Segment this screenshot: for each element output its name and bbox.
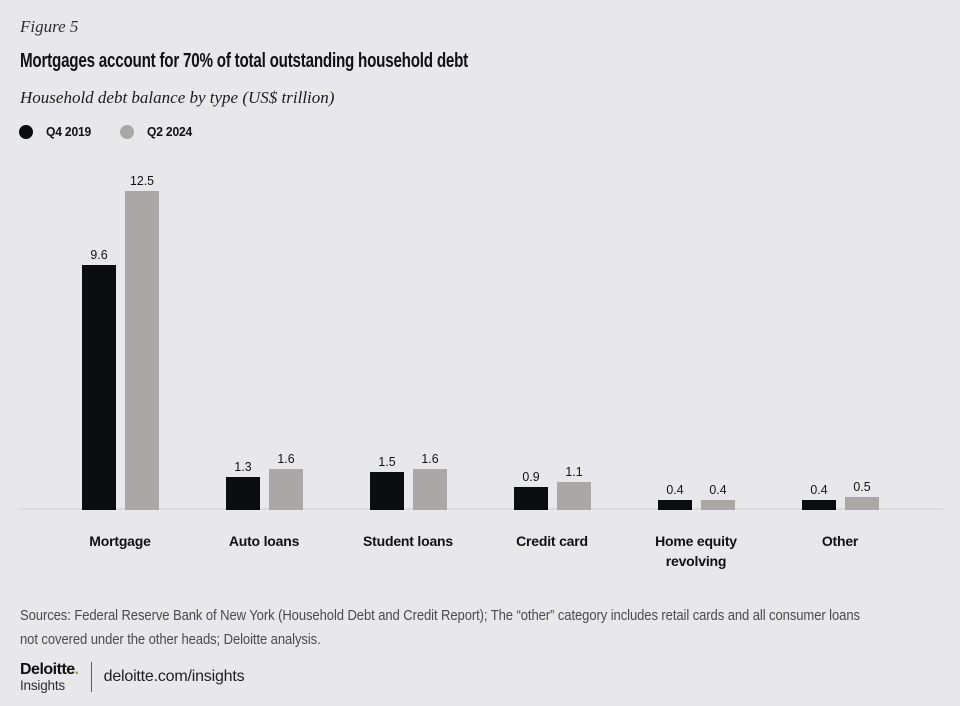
bar-group-credit-card: 0.9 1.1 — [513, 0, 591, 510]
x-axis-baseline — [18, 508, 943, 510]
bar-value-label-q2-2024-credit-card: 1.1 — [564, 464, 583, 479]
figure-number: Figure 5 — [20, 17, 79, 36]
deloitte-url-link[interactable]: deloitte.com/insights — [103, 668, 245, 685]
legend-item-q2-2024: Q2 2024 — [120, 124, 195, 139]
bar-group-other: 0.4 0.5 — [801, 0, 879, 510]
category-label-home-equity-revolving: Home equity revolving — [655, 533, 737, 569]
insights-wordmark: Insights — [20, 678, 65, 693]
legend-label-q2-2024: Q2 2024 — [147, 124, 193, 139]
brand-divider — [90, 662, 92, 692]
bar-q4-2019-student-loans: 1.5 — [369, 454, 404, 510]
sources-line-2: not covered under the other heads; Deloi… — [20, 632, 321, 648]
bar-group-mortgage: 9.6 12.5 — [81, 0, 159, 510]
bar-group-student-loans: 1.5 1.6 — [369, 0, 447, 510]
category-label-student-loans: Student loans — [363, 533, 453, 549]
bar-q4-2019-other: 0.4 — [801, 482, 836, 510]
bar-value-label-q2-2024-home-equity-revolving: 0.4 — [708, 482, 727, 497]
category-label-auto-loans: Auto loans — [228, 533, 300, 549]
bar-q2-2024-credit-card: 1.1 — [556, 464, 591, 510]
bar-value-label-q4-2019-home-equity-revolving: 0.4 — [665, 482, 684, 497]
bar-value-label-q2-2024-student-loans: 1.6 — [420, 451, 439, 466]
legend-swatch-q2-2024-icon — [120, 124, 135, 139]
bar-q4-2019-credit-card: 0.9 — [513, 469, 548, 510]
chart-legend: Q4 2019 Q2 2024 — [19, 124, 196, 139]
bar-q2-2024-auto-loans: 1.6 — [268, 451, 303, 510]
bar-group-auto-loans: 1.3 1.6 — [225, 0, 303, 510]
deloitte-insights-logo: Deloitte. Insights — [20, 661, 79, 693]
bar-value-label-q2-2024-auto-loans: 1.6 — [276, 451, 295, 466]
bar-q4-2019-auto-loans: 1.3 — [225, 459, 260, 510]
bar-value-label-q4-2019-auto-loans: 1.3 — [233, 459, 252, 474]
bar-q2-2024-mortgage: 12.5 — [124, 173, 159, 510]
bar-q2-2024-student-loans: 1.6 — [412, 451, 447, 510]
legend-item-q4-2019: Q4 2019 — [19, 124, 94, 139]
chart-subtitle: Household debt balance by type (US$ tril… — [20, 88, 335, 107]
bar-q2-2024-other: 0.5 — [844, 479, 879, 510]
bar-value-label-q2-2024-other: 0.5 — [852, 479, 871, 494]
bar-q2-2024-home-equity-revolving: 0.4 — [700, 482, 735, 510]
bar-group-home-equity-revolving: 0.4 0.4 — [657, 0, 735, 510]
sources-note: Sources: Federal Reserve Bank of New Yor… — [20, 604, 860, 652]
chart-title: Mortgages account for 70% of total outst… — [20, 50, 469, 72]
category-label-other: Other — [821, 533, 859, 549]
bar-value-label-q2-2024-mortgage: 12.5 — [129, 173, 154, 188]
legend-swatch-q4-2019-icon — [19, 124, 33, 139]
bar-value-label-q4-2019-credit-card: 0.9 — [521, 469, 540, 484]
sources-line-1: Sources: Federal Reserve Bank of New Yor… — [20, 608, 860, 624]
bar-q4-2019-home-equity-revolving: 0.4 — [657, 482, 692, 510]
bar-value-label-q4-2019-mortgage: 9.6 — [89, 247, 108, 262]
deloitte-green-dot-icon: . — [74, 661, 79, 678]
legend-label-q4-2019: Q4 2019 — [46, 124, 92, 139]
bar-q4-2019-mortgage: 9.6 — [81, 247, 116, 510]
deloitte-wordmark: Deloitte. — [20, 661, 79, 678]
bar-value-label-q4-2019-other: 0.4 — [809, 482, 828, 497]
bar-value-label-q4-2019-student-loans: 1.5 — [377, 454, 396, 469]
category-label-mortgage: Mortgage — [89, 533, 151, 549]
footer-brand: Deloitte. Insights deloitte.com/insights — [20, 661, 245, 693]
category-label-credit-card: Credit card — [516, 533, 588, 549]
bar-chart: 9.6 12.5 1.3 1.6 1.5 1.6 0.9 1.1 0.4 0.4 0.4 0.5 — [18, 0, 943, 510]
